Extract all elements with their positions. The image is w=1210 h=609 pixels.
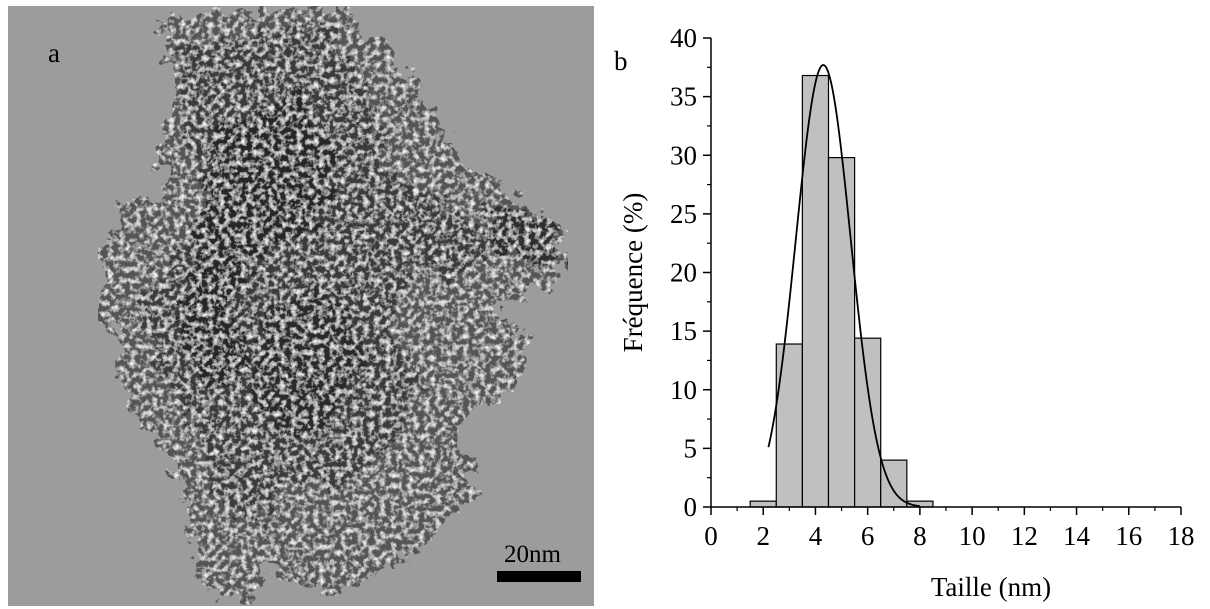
tem-micrograph-panel: a 20nm	[8, 6, 594, 606]
y-tick-label: 25	[670, 199, 697, 229]
histogram-bar	[749, 500, 777, 508]
histogram-bar	[827, 156, 856, 508]
x-tick-label: 0	[704, 521, 718, 551]
y-tick-label: 20	[670, 258, 697, 288]
x-tick-label: 10	[959, 521, 986, 551]
y-tick-label: 0	[684, 492, 698, 522]
size-histogram-panel: 0 2 4 6 8 10 12 14 16 18 0 5 10 15 20 25 30 35 40 Taille …	[600, 0, 1210, 609]
x-tick-label: 16	[1115, 521, 1142, 551]
panel-label-b: b	[614, 46, 628, 76]
x-tick-label: 4	[809, 521, 823, 551]
histogram-bars	[749, 74, 934, 508]
gaussian-fit-curve	[767, 64, 920, 508]
scale-bar	[497, 571, 581, 582]
x-tick-label: 14	[1063, 521, 1091, 551]
panel-label-a: a	[48, 38, 60, 68]
x-tick-label: 2	[756, 521, 770, 551]
histogram-bar	[801, 74, 830, 508]
x-tick-label: 8	[913, 521, 927, 551]
y-tick-label: 10	[670, 375, 697, 405]
x-axis-ticks: 0 2 4 6 8 10 12 14 16 18	[704, 507, 1195, 551]
y-tick-label: 40	[670, 23, 697, 53]
tem-micrograph-image	[8, 6, 594, 606]
scale-bar-label: 20nm	[504, 541, 561, 568]
y-tick-label: 15	[670, 316, 697, 346]
x-tick-label: 18	[1168, 521, 1195, 551]
y-tick-label: 35	[670, 82, 697, 112]
x-axis-label: Taille (nm)	[931, 572, 1051, 602]
size-distribution-chart: 0 2 4 6 8 10 12 14 16 18 0 5 10 15 20 25 30 35 40 Taille …	[618, 23, 1195, 602]
histogram-bar	[775, 343, 803, 508]
y-axis-ticks: 0 5 10 15 20 25 30 35 40	[670, 23, 711, 522]
x-tick-label: 6	[861, 521, 875, 551]
y-tick-label: 5	[684, 433, 698, 463]
y-tick-label: 30	[670, 140, 697, 170]
histogram-bar	[854, 337, 882, 508]
y-axis-label: Fréquence (%)	[618, 193, 648, 353]
x-tick-label: 12	[1011, 521, 1038, 551]
